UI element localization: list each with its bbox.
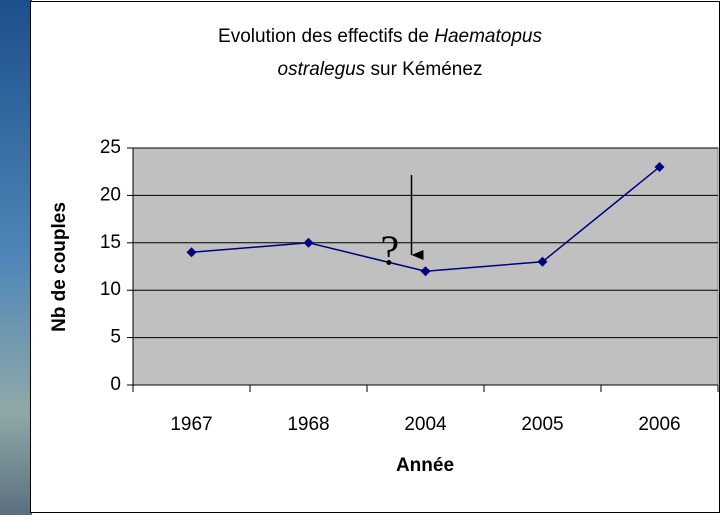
x-tick-label: 1967	[170, 414, 212, 435]
x-axis-title: Année	[396, 455, 454, 476]
y-tick-label: 5	[110, 327, 121, 348]
x-tick-label: 2004	[404, 414, 447, 435]
title-part: sur Kéménez	[365, 59, 482, 80]
title-part: Haematopus	[434, 26, 542, 47]
title-part: Evolution des effectifs de	[218, 26, 434, 47]
title-part: ostralegus	[278, 59, 366, 80]
y-tick-label: 20	[100, 184, 121, 205]
y-tick-label: 10	[100, 279, 121, 300]
y-tick-label: 0	[110, 374, 121, 395]
x-tick-label: 1968	[287, 414, 329, 435]
x-tick-label: 2005	[521, 414, 563, 435]
y-tick-label: 25	[100, 137, 121, 158]
annotation: ?	[381, 229, 400, 275]
chart-title: Evolution des effectifs de Haematopus	[218, 26, 542, 47]
y-tick-label: 15	[100, 232, 121, 253]
y-axis-title: Nb de couples	[49, 202, 70, 332]
x-tick-label: 2006	[638, 414, 680, 435]
data-point	[537, 256, 548, 267]
chart-title: ostralegus sur Kéménez	[278, 59, 483, 80]
data-point	[420, 266, 431, 277]
data-point	[654, 161, 665, 172]
background-photo	[0, 0, 32, 515]
data-point	[303, 237, 314, 248]
data-point	[186, 247, 197, 258]
